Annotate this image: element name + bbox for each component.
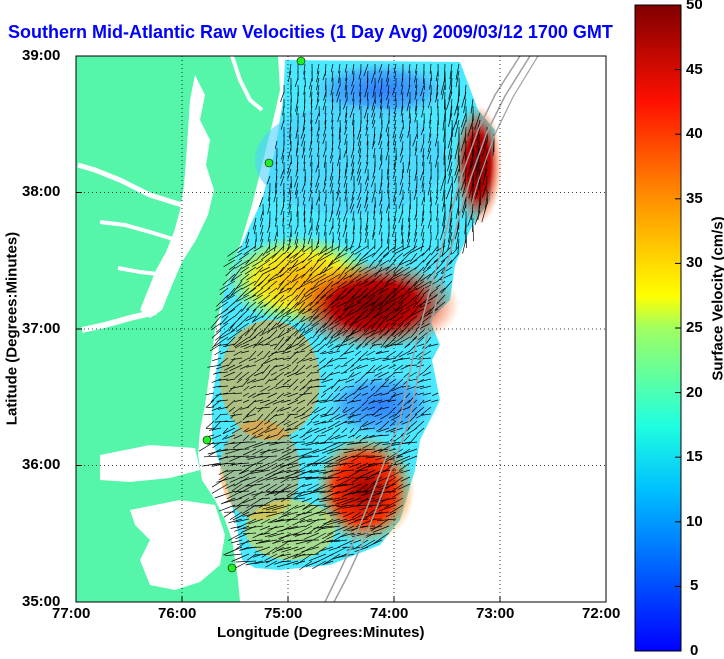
y-tick-label: 35:00 [22,593,61,610]
x-tick-label: 74:00 [370,605,409,622]
plot-title: Southern Mid-Atlantic Raw Velocities (1 … [8,22,613,42]
radar-station-mid [202,435,212,445]
colorbar-tick-label: 45 [686,61,703,78]
bathymetry-contour-2 [333,56,531,602]
colorbar-tick-label: 10 [686,513,703,530]
radar-station-south [227,563,237,573]
velocity-patch-south-cyan [320,370,440,440]
y-tick-label: 38:00 [22,183,61,200]
pamlico-sound [130,500,225,590]
x-tick-label: 72:00 [582,605,621,622]
bathymetry-contour-1 [324,56,521,602]
colorbar [634,4,682,652]
bathymetry-contour-3 [466,56,539,220]
x-tick-label: 77:00 [52,605,91,622]
river-james [81,309,157,333]
grid-lines [76,56,606,602]
velocity-patch-southwest [245,500,335,560]
x-tick-label: 75:00 [264,605,303,622]
colorbar-tick-label: 5 [690,577,699,594]
colorbar-tick-label: 0 [690,642,699,659]
radar-station-cape [264,158,274,168]
colorbar-tick-label: 40 [686,125,703,142]
river-delaware [230,56,264,112]
radar-station-north [296,56,306,66]
river-potomac [77,162,183,208]
y-tick-label: 36:00 [22,456,61,473]
colorbar-tick-label: 35 [686,190,703,207]
x-axis-label: Longitude (Degrees:Minutes) [217,624,425,641]
river-rappahannock [99,220,177,242]
y-tick-label: 39:00 [22,47,61,64]
river-york [117,266,167,277]
velocity-patch-cyan [255,105,445,215]
colorbar-tick-label: 30 [686,254,703,271]
colorbar-tick-label: 20 [686,384,703,401]
x-tick-label: 73:00 [476,605,515,622]
velocity-patch-south-hot [315,435,415,545]
x-tick-label: 76:00 [158,605,197,622]
velocity-patch-north-blue [305,60,455,120]
y-tick-label: 37:00 [22,320,61,337]
colorbar-tick-label: 25 [686,319,703,336]
chesapeake-bay [140,75,214,318]
axis-tick-marks [75,55,607,603]
albemarle-sound [100,445,200,482]
velocity-vectors [198,63,495,571]
colorbar-tick-marks [675,4,681,652]
velocity-patch-east-hot [454,105,502,225]
colorbar-tick-label: 15 [686,448,703,465]
velocity-patch-orange [220,320,320,440]
colorbar-tick-label: 50 [686,0,703,13]
